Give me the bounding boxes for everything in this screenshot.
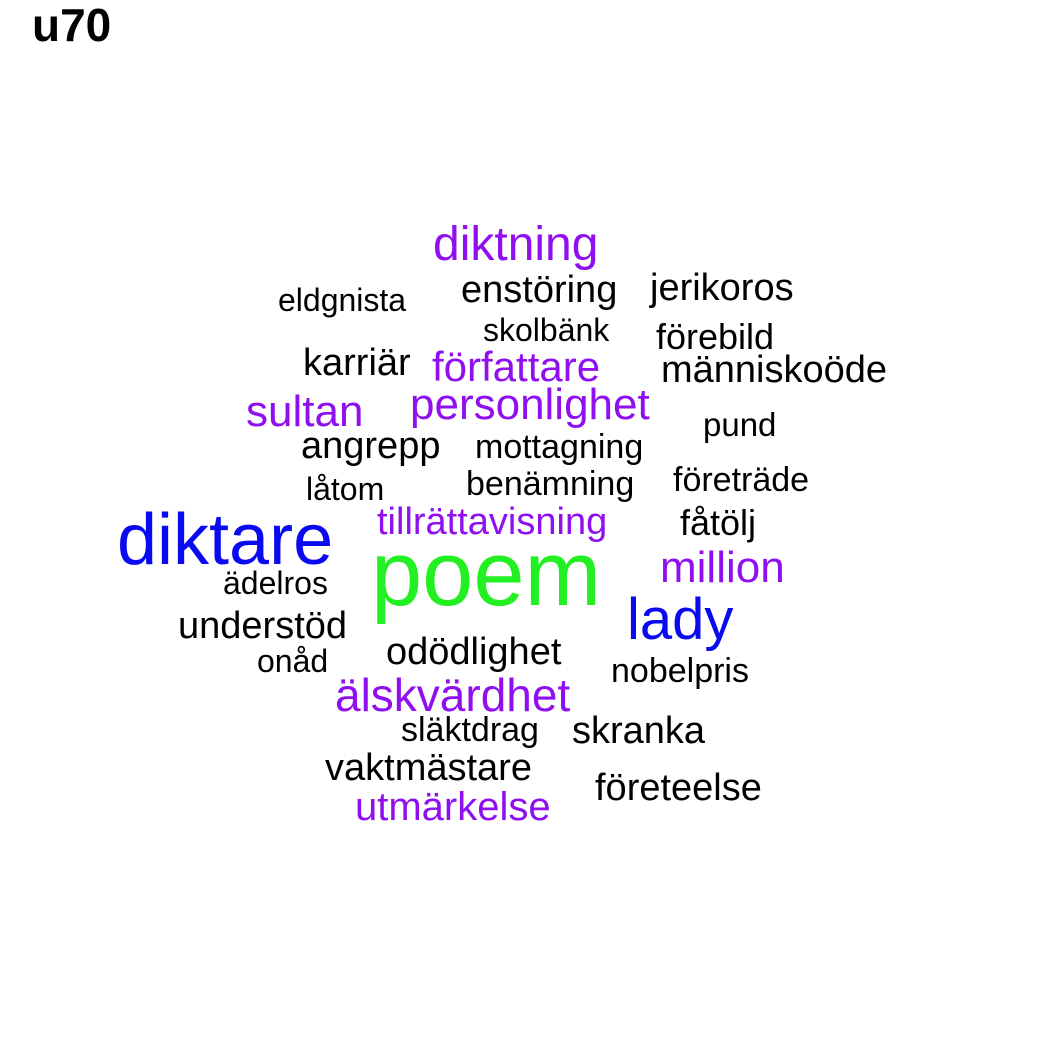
- cloud-word-mottagning: mottagning: [475, 428, 644, 466]
- cloud-word-skranka: skranka: [572, 710, 706, 752]
- cloud-word-forebild: förebild: [656, 316, 775, 357]
- page-title: u70: [32, 0, 112, 51]
- cloud-word-sultan: sultan: [246, 387, 364, 436]
- cloud-word-enstoring: enstöring: [461, 269, 618, 311]
- cloud-word-karriar: karriär: [303, 342, 411, 384]
- cloud-word-jerikoros: jerikoros: [650, 267, 794, 309]
- cloud-word-diktning: diktning: [433, 218, 599, 271]
- cloud-word-vaktmastare: vaktmästare: [325, 747, 532, 789]
- cloud-word-skolbank: skolbänk: [483, 312, 610, 348]
- cloud-word-ododlighet: odödlighet: [386, 631, 562, 673]
- cloud-word-slaktdrag: släktdrag: [401, 711, 539, 749]
- cloud-word-foretrade: företräde: [673, 461, 810, 499]
- cloud-word-poem: poem: [371, 523, 602, 625]
- cloud-word-pund: pund: [703, 406, 777, 443]
- cloud-word-latom: låtom: [306, 471, 385, 507]
- cloud-word-tillrattavisning: tillrättavisning: [377, 501, 608, 543]
- cloud-word-eldgnista: eldgnista: [278, 282, 407, 318]
- cloud-word-angrepp: angrepp: [301, 425, 441, 467]
- cloud-word-alskvardhet: älskvärdhet: [335, 669, 571, 721]
- cloud-word-million: million: [660, 543, 785, 592]
- cloud-word-lady: lady: [627, 587, 734, 652]
- cloud-word-benamning: benämning: [466, 465, 635, 503]
- cloud-word-forfattare: författare: [432, 343, 601, 390]
- cloud-word-utmarkelse: utmärkelse: [355, 785, 551, 829]
- cloud-word-foreteelse: företeelse: [595, 767, 762, 809]
- cloud-word-fatolj: fåtölj: [680, 502, 757, 543]
- cloud-word-manniskoode: människoöde: [661, 349, 888, 391]
- cloud-word-nobelpris: nobelpris: [611, 652, 749, 690]
- cloud-word-diktare: diktare: [117, 500, 334, 580]
- cloud-word-adelros: ädelros: [223, 565, 328, 601]
- cloud-word-onad: onåd: [257, 643, 329, 679]
- cloud-word-understod: understöd: [178, 605, 348, 647]
- cloud-word-personlighet: personlighet: [410, 380, 650, 429]
